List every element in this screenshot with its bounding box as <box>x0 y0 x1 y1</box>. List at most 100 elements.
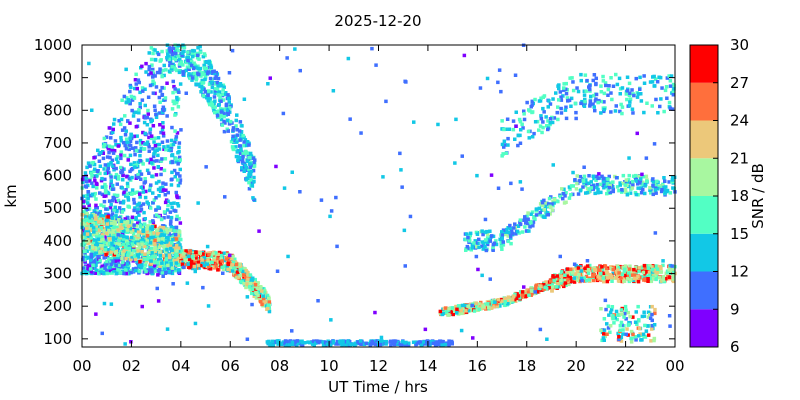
snr-cell <box>161 121 165 125</box>
snr-cell <box>160 110 165 114</box>
snr-cell <box>151 257 156 261</box>
snr-cell <box>571 192 575 197</box>
snr-cell <box>98 249 102 254</box>
snr-cell <box>293 342 297 346</box>
snr-cell <box>640 182 644 186</box>
snr-cell <box>615 317 619 322</box>
snr-cell <box>95 240 100 244</box>
snr-cell <box>659 270 664 274</box>
snr-cell <box>668 191 673 195</box>
snr-cell <box>153 224 157 229</box>
snr-cell <box>109 221 114 225</box>
snr-cell <box>597 98 601 103</box>
snr-cell <box>148 131 152 135</box>
snr-cell <box>167 270 172 274</box>
snr-cell <box>132 197 136 202</box>
snr-cell <box>593 99 598 103</box>
snr-cell <box>200 258 204 262</box>
snr-cell <box>541 203 545 208</box>
snr-cell <box>170 250 175 255</box>
snr-cell <box>250 183 254 187</box>
snr-cell <box>164 68 168 72</box>
snr-cell <box>618 328 623 332</box>
snr-cell <box>99 226 103 230</box>
snr-cell <box>83 230 88 234</box>
snr-cell <box>587 187 591 191</box>
snr-cell <box>639 274 644 279</box>
snr-cell <box>201 70 205 75</box>
snr-cell <box>120 128 125 132</box>
snr-cell <box>206 98 210 102</box>
snr-cell <box>155 232 160 236</box>
snr-cell <box>110 158 115 162</box>
snr-cell <box>511 127 516 132</box>
snr-cell <box>146 95 151 99</box>
snr-cell <box>109 257 114 261</box>
snr-cell <box>170 248 174 252</box>
snr-cell <box>142 267 147 271</box>
snr-cell <box>156 205 160 209</box>
snr-cell <box>83 177 87 181</box>
snr-cell <box>196 64 200 68</box>
snr-cell <box>142 147 146 151</box>
snr-cell <box>130 167 135 171</box>
snr-cell <box>124 147 129 151</box>
snr-cell <box>81 257 85 262</box>
snr-cell <box>556 281 560 286</box>
snr-cell <box>153 57 158 62</box>
snr-cell <box>229 265 234 269</box>
snr-cell <box>138 169 142 174</box>
snr-cell <box>611 187 615 192</box>
snr-cell <box>577 272 581 277</box>
snr-cell <box>611 84 616 88</box>
snr-cell <box>475 245 479 249</box>
snr-cell <box>166 190 170 195</box>
snr-cell <box>121 237 126 241</box>
snr-cell <box>83 171 88 175</box>
snr-cell <box>86 230 91 234</box>
snr-cell <box>138 195 142 199</box>
snr-cell <box>480 244 484 248</box>
snr-cell <box>113 256 118 261</box>
snr-cell <box>99 270 103 274</box>
snr-cell <box>114 271 118 276</box>
snr-cell <box>528 219 532 224</box>
snr-cell <box>628 100 632 104</box>
snr-cell <box>557 86 561 91</box>
snr-cell <box>621 173 626 178</box>
snr-cell <box>206 258 210 263</box>
snr-cell <box>105 268 109 272</box>
snr-cell <box>614 276 619 280</box>
snr-cell <box>258 297 263 302</box>
snr-cell <box>152 104 157 108</box>
snr-cell <box>564 105 568 109</box>
snr-cell <box>518 220 522 225</box>
snr-cell <box>99 203 103 207</box>
snr-cell <box>119 233 123 238</box>
snr-cell <box>127 176 132 181</box>
snr-cell <box>125 228 130 232</box>
snr-cell <box>494 242 499 247</box>
snr-cell <box>627 91 632 95</box>
snr-cell <box>135 208 140 212</box>
snr-cell <box>530 292 534 296</box>
snr-cell <box>102 136 107 141</box>
snr-cell <box>134 163 138 167</box>
snr-cell <box>143 257 147 261</box>
snr-cell <box>165 114 169 118</box>
snr-cell <box>163 247 167 251</box>
snr-cell <box>219 113 223 117</box>
snr-cell <box>168 244 173 248</box>
snr-cell <box>187 67 191 71</box>
snr-cell <box>360 342 365 346</box>
snr-cell <box>109 161 113 165</box>
snr-cell <box>163 238 167 242</box>
snr-cell <box>164 257 169 261</box>
snr-cell <box>92 238 97 242</box>
snr-cell <box>538 286 542 291</box>
snr-cell <box>109 179 113 183</box>
snr-cell <box>538 124 543 128</box>
snr-cell <box>114 172 119 177</box>
snr-cell <box>177 141 182 145</box>
snr-cell <box>136 230 141 234</box>
